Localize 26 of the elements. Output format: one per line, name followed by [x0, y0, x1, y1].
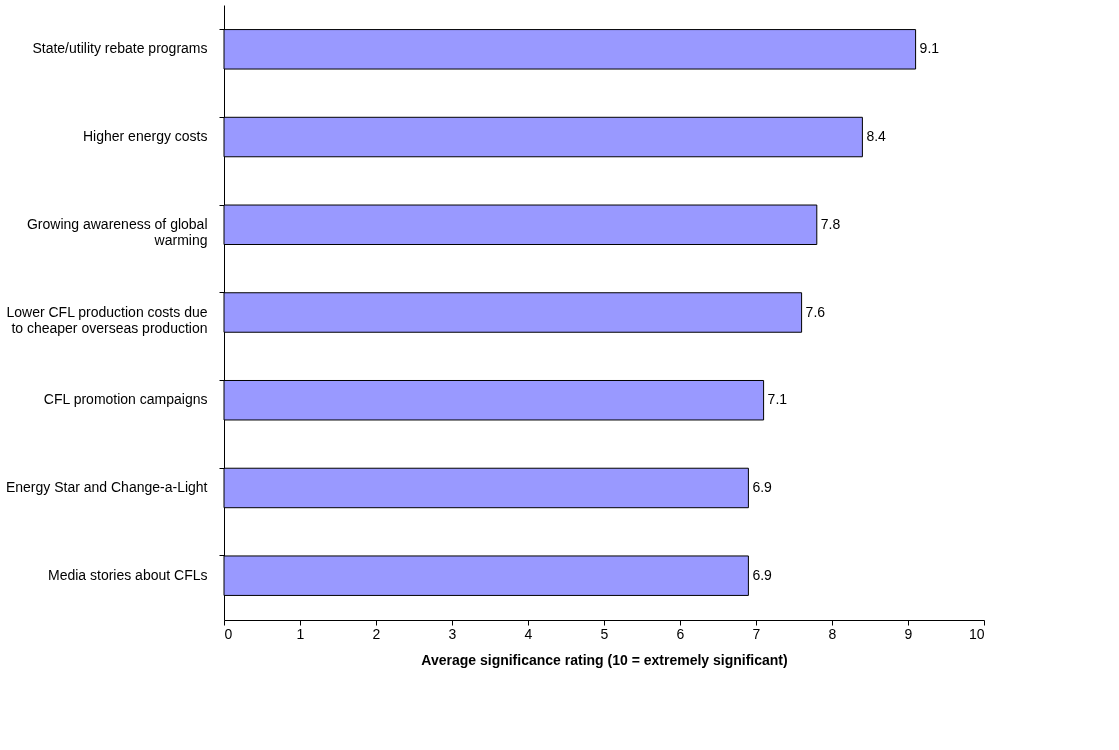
y-tick-label: State/utility rebate programs — [32, 40, 208, 57]
x-tick-label: 9 — [904, 625, 913, 642]
x-tick-label: 8 — [828, 625, 837, 642]
x-tick-label: 6 — [676, 625, 685, 642]
x-tick-label: 4 — [524, 625, 533, 642]
x-tick-label: 2 — [372, 625, 381, 642]
x-tick-label: 7 — [752, 625, 761, 642]
y-tick-label: CFL promotion campaigns — [43, 391, 208, 408]
data-label: 6.9 — [752, 566, 773, 583]
data-label: 8.4 — [866, 128, 887, 145]
x-tick-label: 3 — [448, 625, 457, 642]
x-axis-title: Average significance rating (10 = extremely significant) — [421, 651, 788, 668]
data-label: 6.9 — [752, 478, 773, 495]
y-tick-label: Growing awareness of global warming — [26, 215, 208, 248]
y-tick-label: Lower CFL production costs due to cheaper overseas production — [6, 303, 208, 336]
data-label: 7.1 — [767, 391, 788, 408]
y-tick-label: Higher energy costs — [82, 128, 208, 145]
data-label: 7.8 — [820, 215, 841, 232]
data-label: 9.1 — [919, 40, 940, 57]
y-tick-label: Energy Star and Change-a-Light — [5, 478, 208, 495]
data-label: 7.6 — [805, 303, 826, 320]
y-tick-label: Media stories about CFLs — [47, 566, 208, 583]
x-tick-label: 10 — [968, 625, 985, 642]
x-tick-label: 0 — [224, 625, 233, 642]
x-tick-label: 1 — [296, 625, 305, 642]
x-tick-label: 5 — [600, 625, 609, 642]
